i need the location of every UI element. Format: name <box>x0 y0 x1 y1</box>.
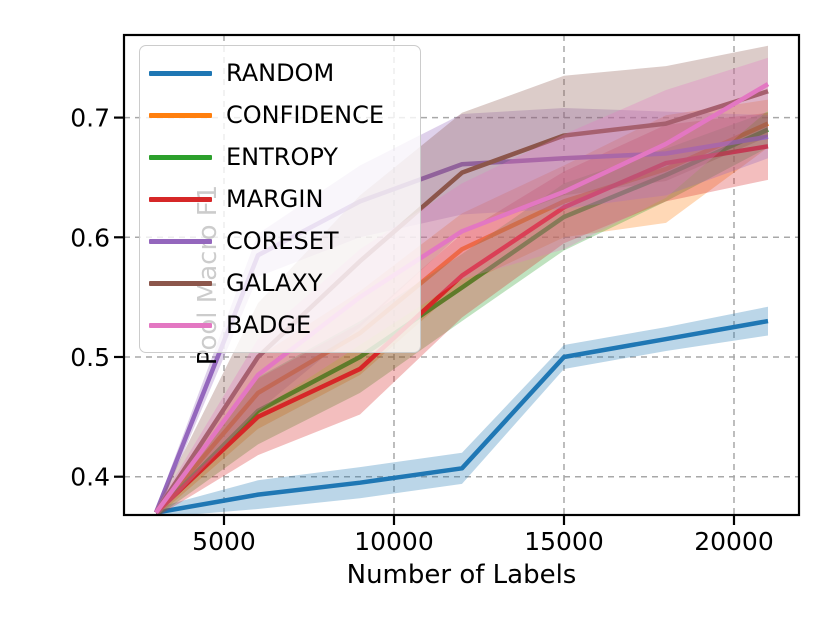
legend-swatch-margin <box>149 196 212 202</box>
legend-label-galaxy: GALAXY <box>226 269 323 297</box>
ytick-label-0.7: 0.7 <box>70 104 110 133</box>
x-axis-label: Number of Labels <box>346 560 577 590</box>
legend-item-galaxy: GALAXY <box>140 264 420 302</box>
legend-swatch-coreset <box>149 238 212 244</box>
legend-label-coreset: CORESET <box>226 227 339 255</box>
ytick-label-0.6: 0.6 <box>70 223 110 252</box>
confidence-line <box>154 121 769 515</box>
legend-swatch-galaxy <box>149 280 212 286</box>
legend-item-entropy: ENTROPY <box>140 138 420 176</box>
legend-label-confidence: CONFIDENCE <box>226 101 385 129</box>
xtick-label-5000: 5000 <box>192 527 256 556</box>
legend-label-badge: BADGE <box>226 311 312 339</box>
xtick-label-15000: 15000 <box>524 527 604 556</box>
badge-band <box>155 57 768 515</box>
badge-line <box>154 82 770 514</box>
legend-box: RANDOM CONFIDENCE ENTROPY MARGIN CORESET GALA… <box>139 45 421 353</box>
margin-band <box>155 112 768 515</box>
xtick-label-10000: 10000 <box>354 527 434 556</box>
legend-label-margin: MARGIN <box>226 185 324 213</box>
legend-label-random: RANDOM <box>226 59 335 87</box>
entropy-line <box>154 127 769 515</box>
legend-item-confidence: CONFIDENCE <box>140 96 420 134</box>
galaxy-line <box>154 89 769 514</box>
galaxy-band <box>155 45 768 515</box>
legend-item-coreset: CORESET <box>140 222 420 260</box>
legend-swatch-random <box>149 70 212 76</box>
confidence-band <box>155 99 768 515</box>
legend-item-badge: BADGE <box>140 306 420 344</box>
ytick-label-0.4: 0.4 <box>70 463 110 492</box>
axes-spines <box>122 33 801 517</box>
entropy-band <box>155 111 768 515</box>
legend-item-random: RANDOM <box>140 54 420 92</box>
legend-swatch-entropy <box>149 154 212 160</box>
ytick-label-0.5: 0.5 <box>70 343 110 372</box>
random-band <box>155 306 768 515</box>
legend-swatch-badge <box>149 322 212 328</box>
legend-swatch-confidence <box>149 112 212 118</box>
legend-label-entropy: ENTROPY <box>226 143 338 171</box>
margin-line <box>154 144 769 515</box>
legend-item-margin: MARGIN <box>140 180 420 218</box>
xtick-label-20000: 20000 <box>694 527 774 556</box>
random-line <box>155 318 769 515</box>
